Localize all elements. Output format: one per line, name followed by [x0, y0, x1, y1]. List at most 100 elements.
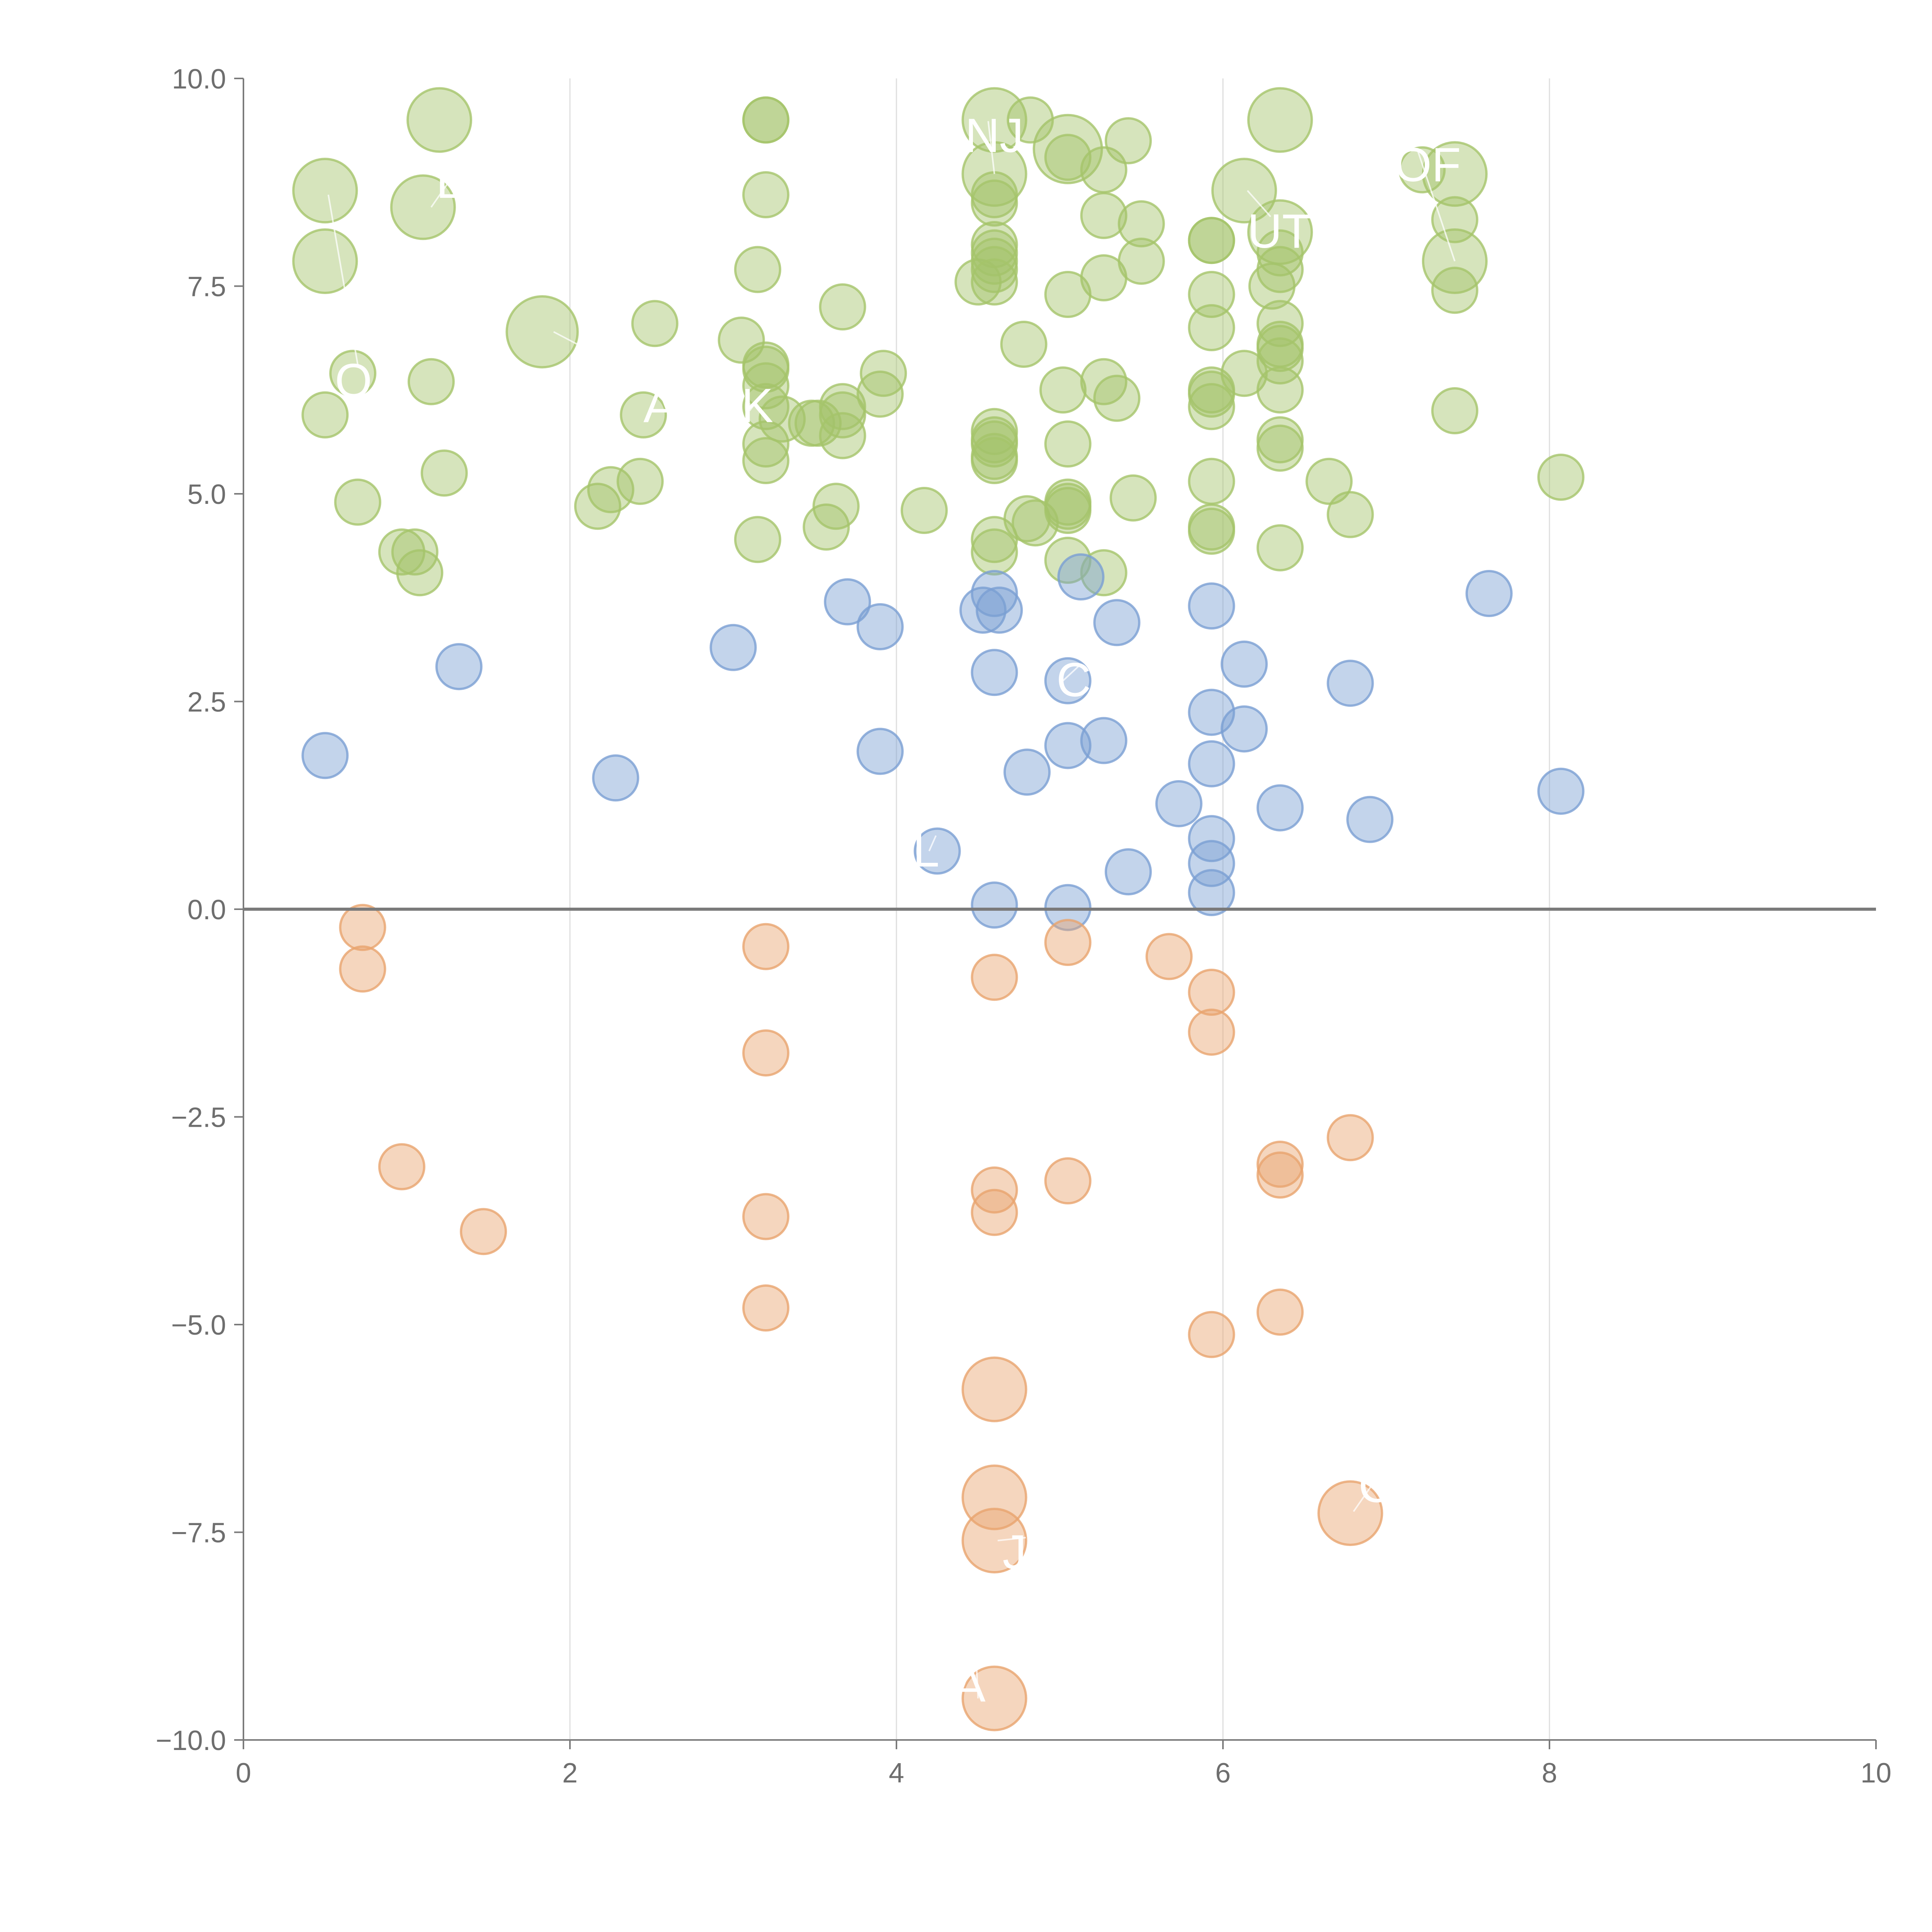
point-low: [1145, 933, 1193, 980]
point-high: [292, 228, 358, 294]
point-low: [971, 1189, 1018, 1236]
point-high: [1256, 337, 1304, 384]
point-mid: [1003, 748, 1051, 796]
point-high: [734, 246, 781, 293]
point-high: [971, 528, 1018, 576]
point-high: [1000, 321, 1048, 368]
point-mid: [301, 732, 349, 779]
point-high: [505, 295, 579, 369]
point-low: [1256, 1141, 1304, 1188]
point-low: [1317, 1480, 1383, 1546]
point-mid: [1104, 848, 1152, 896]
x-tick-label: 6: [1215, 1758, 1231, 1789]
point-mid: [1188, 740, 1235, 787]
point-high: [1039, 366, 1087, 414]
point-low: [961, 1665, 1027, 1731]
point-high: [1109, 474, 1157, 522]
point-high: [396, 549, 444, 597]
point-label: A: [643, 379, 675, 432]
point-high: [1256, 300, 1304, 347]
point-high: [1188, 304, 1235, 351]
point-high: [620, 391, 667, 439]
point-mid: [1327, 660, 1374, 707]
x-tick-label: 10: [1861, 1758, 1891, 1789]
point-high: [1117, 200, 1165, 248]
point-low: [1188, 969, 1235, 1016]
point-high: [1247, 87, 1313, 153]
point-high: [1080, 358, 1128, 405]
point-mid: [1044, 657, 1092, 704]
point-high: [961, 87, 1027, 153]
x-tick-label: 2: [562, 1758, 578, 1789]
point-high: [1032, 114, 1103, 184]
point-mid: [1465, 570, 1513, 617]
label-leader-line: [997, 1537, 1026, 1541]
point-high: [1256, 524, 1304, 571]
point-high: [406, 87, 473, 153]
point-high: [292, 158, 358, 224]
point-mid: [1044, 722, 1092, 769]
point-low: [339, 904, 386, 951]
point-mid: [1044, 884, 1092, 931]
point-high: [574, 483, 621, 530]
point-mid: [1537, 767, 1585, 815]
point-mid: [971, 570, 1018, 617]
point-high: [301, 391, 349, 439]
point-high: [616, 457, 664, 505]
y-tick-label: 10.0: [172, 64, 226, 95]
point-high: [860, 350, 907, 397]
label-leader-line: [976, 1670, 979, 1699]
point-high: [1044, 420, 1092, 468]
x-tick-label: 0: [236, 1758, 251, 1789]
point-low: [460, 1208, 507, 1255]
point-label: NJ: [965, 109, 1024, 163]
point-high: [420, 449, 468, 497]
point-high: [1093, 374, 1141, 422]
point-high: [971, 437, 1018, 484]
y-tick-label: 5.0: [187, 479, 226, 510]
point-high: [1431, 196, 1478, 243]
label-leader-line: [987, 121, 995, 174]
point-low: [378, 1143, 425, 1190]
point-low: [1327, 1114, 1374, 1162]
point-low: [1044, 919, 1092, 966]
label-leader-line: [1353, 1471, 1383, 1512]
point-high: [1305, 457, 1353, 505]
point-low: [971, 954, 1018, 1001]
point-label: UT: [1247, 205, 1311, 258]
y-tick-label: −10.0: [156, 1725, 226, 1756]
point-mid: [971, 649, 1018, 696]
label-leader-line: [430, 166, 460, 208]
point-mid: [1346, 796, 1394, 843]
point-mid: [1080, 717, 1128, 764]
point-high: [819, 391, 866, 439]
point-mid: [1256, 784, 1304, 832]
y-tick-label: −5.0: [171, 1310, 226, 1341]
point-high: [759, 395, 806, 443]
point-high: [742, 171, 789, 218]
point-high: [742, 96, 789, 144]
point-high: [971, 246, 1018, 293]
point-high: [329, 350, 377, 397]
y-axis-ticks: −10.0 −7.5 −5.0 −2.5 0.0 2.5 5.0 7.5 10.0: [156, 64, 243, 1756]
point-mid: [1220, 705, 1268, 753]
point-mid: [435, 643, 483, 690]
point-mid: [856, 603, 904, 650]
point-low: [742, 1284, 789, 1332]
point-label: L: [913, 824, 939, 877]
label-leader-line: [1062, 665, 1080, 682]
point-high: [971, 179, 1018, 227]
point-high: [1537, 454, 1585, 501]
point-high: [856, 371, 904, 418]
point-high: [1188, 217, 1235, 264]
point-label: O: [335, 354, 372, 408]
point-low: [1188, 1311, 1235, 1358]
point-low: [1044, 1157, 1092, 1205]
point-high: [1256, 229, 1304, 277]
label-leader-line: [749, 391, 765, 412]
point-high: [971, 420, 1018, 468]
point-high: [1247, 199, 1313, 265]
label-leader-line: [327, 194, 359, 367]
point-high: [734, 516, 781, 563]
